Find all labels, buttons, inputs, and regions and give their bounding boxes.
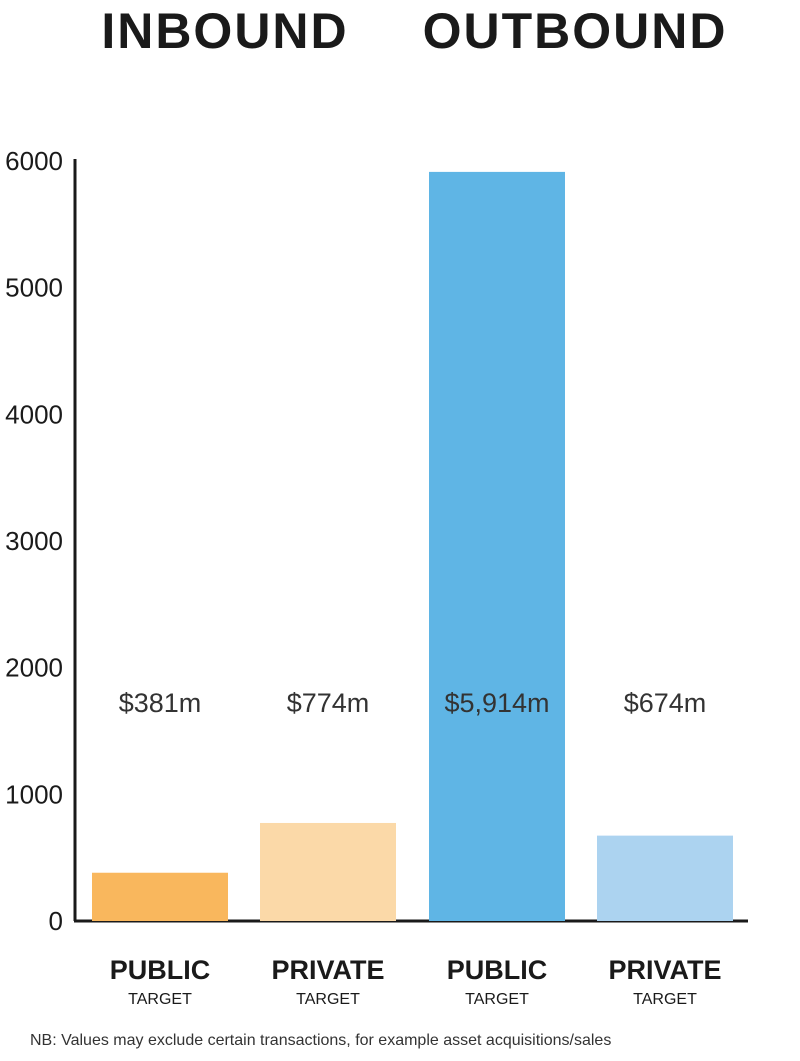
category-label: PUBLIC bbox=[110, 955, 211, 985]
y-tick-label: 4000 bbox=[5, 399, 63, 429]
bar bbox=[260, 822, 396, 921]
y-axis: 0 1000 2000 3000 4000 5000 6000 bbox=[5, 146, 748, 936]
group-title-outbound: OUTBOUND bbox=[422, 3, 728, 59]
y-tick-label: 3000 bbox=[5, 526, 63, 556]
category-label: PRIVATE bbox=[271, 955, 384, 985]
category-label: PRIVATE bbox=[608, 955, 721, 985]
data-labels: $381m $774m $5,914m $674m bbox=[119, 688, 707, 718]
y-tick-label: 5000 bbox=[5, 273, 63, 303]
y-tick-label: 2000 bbox=[5, 653, 63, 683]
y-tick-label: 6000 bbox=[5, 146, 63, 176]
data-label: $774m bbox=[287, 688, 370, 718]
data-label: $381m bbox=[119, 688, 202, 718]
bar-chart: 0 1000 2000 3000 4000 5000 6000 $381m $774m $5,9… bbox=[5, 146, 748, 1008]
category-label: PUBLIC bbox=[447, 955, 548, 985]
group-title-inbound: INBOUND bbox=[101, 3, 349, 59]
bar bbox=[597, 835, 733, 921]
y-tick-label: 1000 bbox=[5, 779, 63, 809]
data-label: $5,914m bbox=[444, 688, 549, 718]
category-labels: PUBLIC TARGET PRIVATE TARGET PUBLIC TARGET PRI… bbox=[110, 955, 722, 1008]
bar bbox=[429, 171, 565, 922]
category-sublabel: TARGET bbox=[128, 991, 192, 1008]
data-label: $674m bbox=[624, 688, 707, 718]
category-sublabel: TARGET bbox=[633, 991, 697, 1008]
bar bbox=[92, 872, 228, 921]
bars bbox=[92, 171, 733, 922]
category-sublabel: TARGET bbox=[296, 991, 360, 1008]
footnote: NB: Values may exclude certain transacti… bbox=[30, 1032, 612, 1049]
y-tick-label: 0 bbox=[49, 906, 63, 936]
category-sublabel: TARGET bbox=[465, 991, 529, 1008]
